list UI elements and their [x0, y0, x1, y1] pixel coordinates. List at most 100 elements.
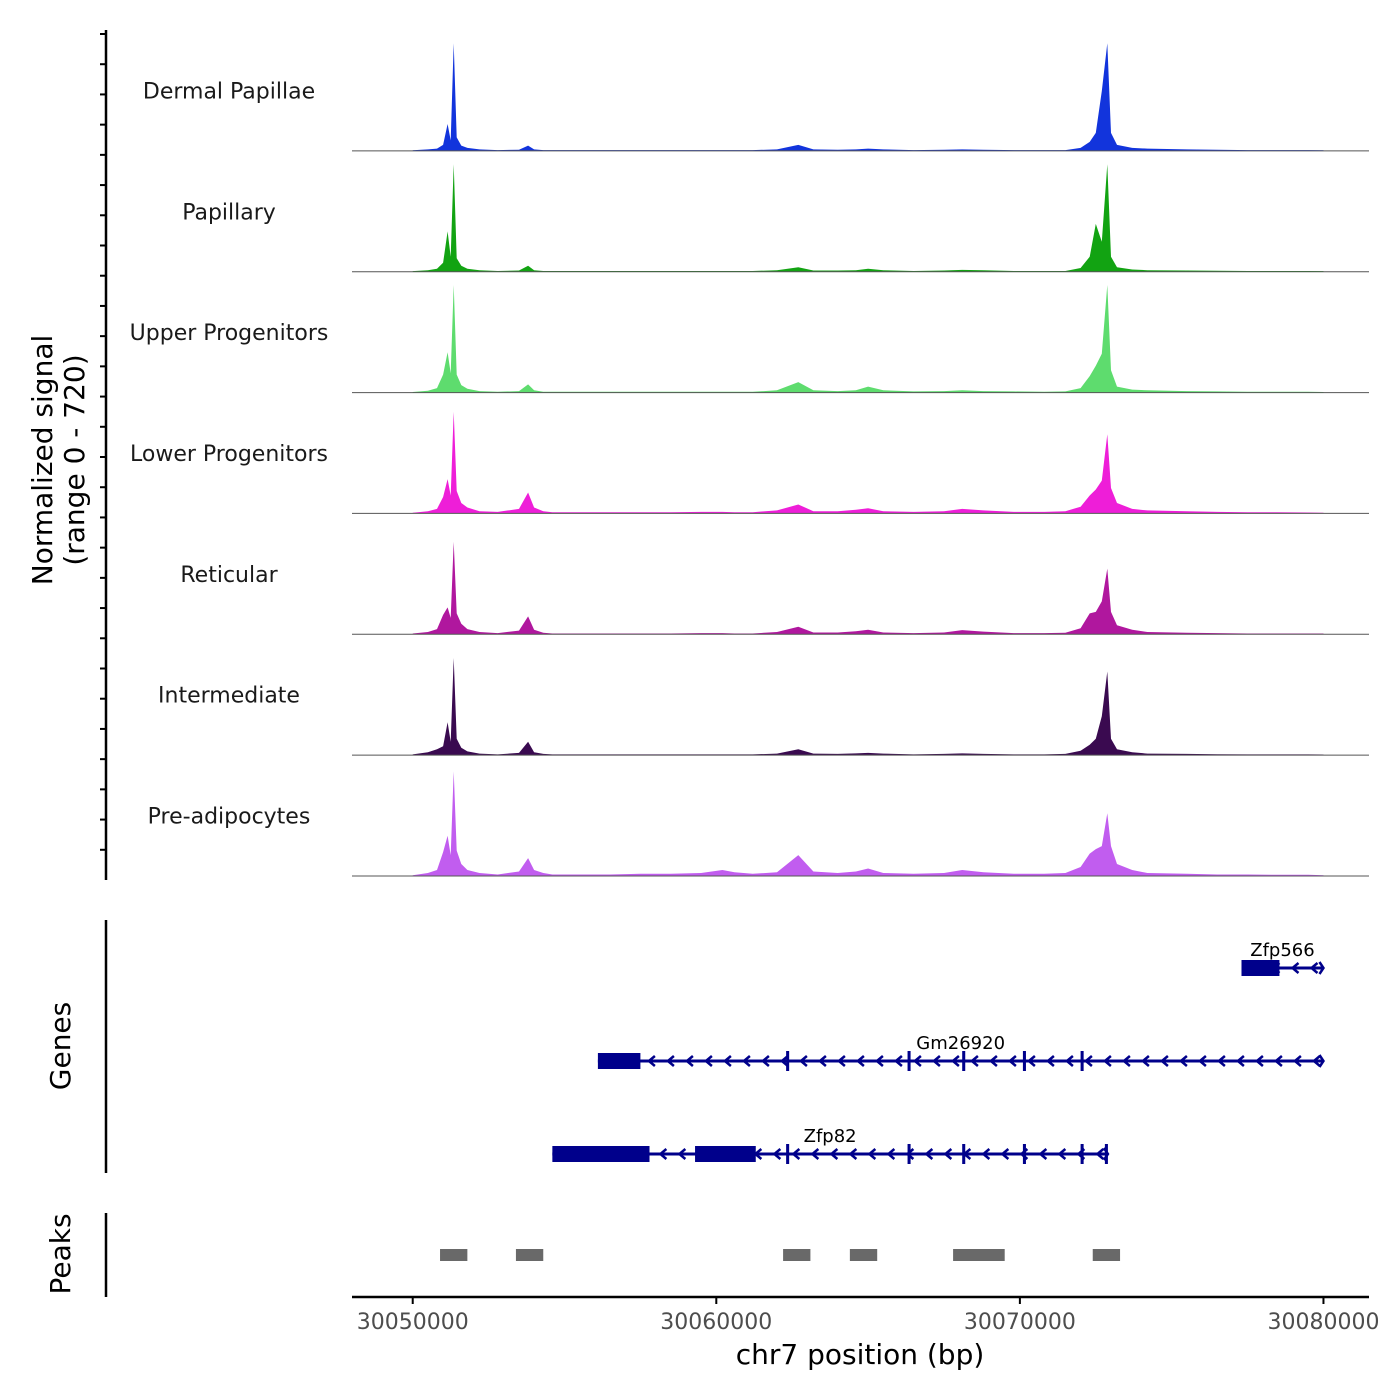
x-tick-label: 30060000 [660, 1310, 772, 1335]
coverage-area-dermal-papillae [412, 43, 1324, 151]
gene-strand-chevron [1216, 1055, 1226, 1067]
gene-strand-chevron [1159, 1055, 1169, 1067]
coverage-area-pre-adipocytes [412, 771, 1324, 876]
gene-exon-zfp82 [786, 1144, 790, 1164]
gene-strand-chevron [658, 1148, 668, 1160]
gene-strand-chevron [665, 1055, 675, 1067]
gene-exon-zfp82 [1104, 1144, 1108, 1164]
track-label-upper-progenitors: Upper Progenitors [130, 321, 329, 346]
peaks-y-axis-label: Peaks [44, 1213, 77, 1294]
x-tick-label: 30070000 [964, 1310, 1076, 1335]
gene-strand-chevron [1273, 1055, 1283, 1067]
gene-strand-chevron [836, 1055, 846, 1067]
gene-exon-zfp82 [1022, 1144, 1026, 1164]
gene-strand-chevron [848, 1148, 858, 1160]
gene-exon-zfp82 [907, 1144, 911, 1164]
gene-strand-chevron [1290, 962, 1300, 974]
gene-strand-chevron [886, 1148, 896, 1160]
coverage-area-lower-progenitors [412, 411, 1324, 514]
gene-exon-zfp566 [1241, 960, 1280, 976]
gene-exon-gm26920 [786, 1051, 790, 1071]
gene-strand-chevron [772, 1148, 782, 1160]
gene-label-zfp82: Zfp82 [804, 1126, 857, 1147]
gene-exon-zfp82 [695, 1146, 756, 1162]
gene-strand-chevron [760, 1055, 770, 1067]
gene-exon-zfp82 [962, 1144, 966, 1164]
coverage-tracks: Dermal Papillae Papillary Upper Progenitor… [100, 30, 1369, 880]
peak-region [1092, 1249, 1121, 1261]
gene-strand-chevron [969, 1055, 979, 1067]
coverage-area-intermediate [412, 658, 1324, 756]
x-tick-label: 30050000 [357, 1310, 469, 1335]
gene-strand-chevron [950, 1055, 960, 1067]
coverage-y-axis-label-line1: Normalized signal [26, 335, 59, 586]
gene-strand-chevron [1292, 1055, 1302, 1067]
x-axis: 30050000 30060000 30070000 30080000 [352, 1295, 1379, 1335]
peak-region [440, 1249, 468, 1261]
gene-strand-chevron [1254, 1055, 1264, 1067]
gene-strand-chevron [981, 1148, 991, 1160]
gene-strand-chevron [1311, 1055, 1321, 1067]
gene-strand-chevron [1026, 1055, 1036, 1067]
x-axis-title: chr7 position (bp) [736, 1338, 985, 1371]
gene-end-mark [1318, 1054, 1325, 1068]
gene-strand-chevron [1121, 1055, 1131, 1067]
track-label-pre-adipocytes: Pre-adipocytes [148, 805, 311, 830]
coverage-area-reticular [412, 541, 1324, 635]
genes-y-axis-label: Genes [44, 1002, 77, 1090]
gene-strand-chevron [798, 1055, 808, 1067]
peak-region [783, 1249, 811, 1261]
gene-exon-gm26920 [597, 1053, 641, 1069]
track-label-lower-progenitors: Lower Progenitors [130, 442, 328, 467]
x-tick-label: 30080000 [1267, 1310, 1379, 1335]
gene-strand-chevron [817, 1055, 827, 1067]
gene-end-mark [1318, 961, 1325, 975]
gene-strand-chevron [912, 1055, 922, 1067]
track-label-papillary: Papillary [182, 200, 276, 225]
gene-strand-chevron [1007, 1055, 1017, 1067]
gene-strand-chevron [1095, 1148, 1105, 1160]
gene-strand-chevron [741, 1055, 751, 1067]
track-label-intermediate: Intermediate [158, 684, 300, 709]
gene-exon-zfp82 [1080, 1144, 1084, 1164]
coverage-area-upper-progenitors [412, 285, 1324, 393]
gene-exon-gm26920 [1022, 1051, 1026, 1071]
gene-strand-chevron [779, 1055, 789, 1067]
gene-strand-chevron [677, 1148, 687, 1160]
peak-region [953, 1249, 1005, 1261]
gene-exon-gm26920 [962, 1051, 966, 1071]
gene-strand-chevron [829, 1148, 839, 1160]
gene-strand-chevron [646, 1055, 656, 1067]
coverage-area-papillary [412, 164, 1324, 272]
gene-strand-chevron [1083, 1055, 1093, 1067]
gene-exon-gm26920 [907, 1051, 911, 1071]
gene-strand-chevron [791, 1148, 801, 1160]
peak-track [104, 1213, 1121, 1297]
gene-track: Zfp566 Gm26920 Zfp82 [104, 920, 1325, 1173]
gene-label-gm26920: Gm26920 [916, 1033, 1005, 1054]
gene-strand-chevron [1064, 1055, 1074, 1067]
gene-exon-zfp82 [552, 1146, 650, 1162]
gene-strand-chevron [867, 1148, 877, 1160]
gene-strand-chevron [684, 1055, 694, 1067]
gene-strand-chevron [943, 1148, 953, 1160]
gene-strand-chevron [1102, 1055, 1112, 1067]
peak-region [515, 1249, 544, 1261]
gene-strand-chevron [1057, 1148, 1067, 1160]
gene-strand-chevron [931, 1055, 941, 1067]
gene-strand-chevron [1038, 1148, 1048, 1160]
gene-strand-chevron [924, 1148, 934, 1160]
peak-region [849, 1249, 878, 1261]
gene-strand-chevron [703, 1055, 713, 1067]
track-label-reticular: Reticular [180, 563, 278, 588]
gene-strand-chevron [855, 1055, 865, 1067]
gene-strand-chevron [893, 1055, 903, 1067]
gene-exon-gm26920 [1080, 1051, 1084, 1071]
gene-strand-chevron [1140, 1055, 1150, 1067]
gene-strand-chevron [1309, 962, 1319, 974]
gene-strand-chevron [1178, 1055, 1188, 1067]
gene-strand-chevron [874, 1055, 884, 1067]
gene-strand-chevron [1197, 1055, 1207, 1067]
gene-label-zfp566: Zfp566 [1250, 940, 1314, 961]
